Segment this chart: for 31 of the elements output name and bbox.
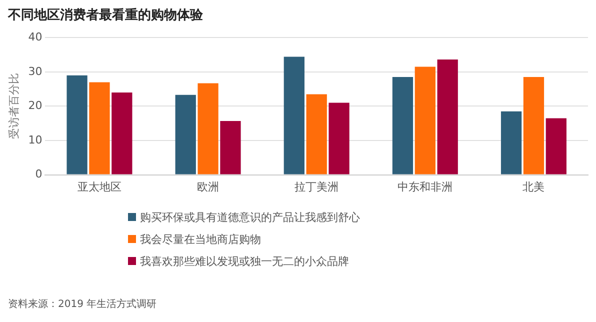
bar: [306, 94, 327, 174]
bar: [112, 92, 132, 174]
bar: [66, 75, 88, 174]
y-axis-title: 受访者百分比: [7, 73, 20, 140]
x-tick-label: 北美: [522, 180, 545, 194]
y-tick-label: 0: [35, 168, 42, 181]
x-tick-label: 中东和非洲: [398, 180, 453, 194]
bar: [328, 102, 350, 174]
bar: [546, 118, 566, 174]
bar: [523, 77, 544, 174]
bar: [437, 60, 458, 174]
bar: [500, 111, 522, 174]
bar: [220, 120, 241, 174]
bar: [392, 77, 414, 174]
legend-label: 我会尽量在当地商店购物: [140, 232, 261, 246]
bar: [414, 66, 436, 174]
x-tick-label: 亚太地区: [77, 180, 122, 194]
bar: [198, 83, 218, 174]
x-tick-label: 欧洲: [197, 180, 220, 194]
x-tick-label: 拉丁美洲: [294, 180, 339, 194]
legend-label: 我喜欢那些难以发现或独一无二的小众品牌: [140, 254, 349, 268]
y-tick-label: 40: [28, 30, 42, 44]
text: 资料来源：2019 年生活方式调研: [8, 298, 157, 311]
bar: [89, 82, 110, 174]
y-tick-label: 30: [28, 64, 42, 78]
y-tick-label: 10: [28, 133, 42, 146]
bar: [284, 56, 304, 174]
chart-title: 不同地区消费者最看重的购物体验: [8, 6, 203, 24]
bar: [175, 94, 196, 174]
legend-label: 购买环保或具有道德意识的产品让我感到舒心: [140, 210, 360, 224]
y-tick-label: 20: [28, 99, 42, 112]
